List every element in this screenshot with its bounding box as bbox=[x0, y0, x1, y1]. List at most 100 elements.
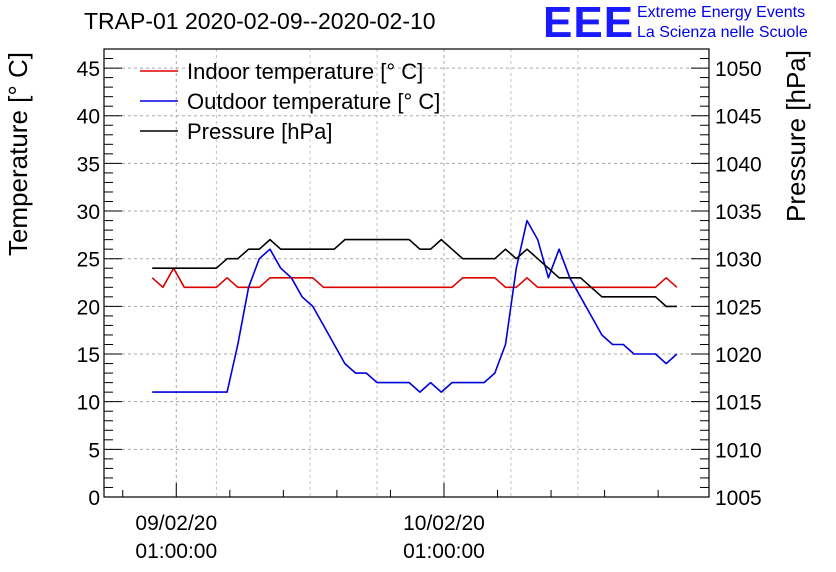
y-tick-label: 5 bbox=[88, 439, 100, 462]
data-point bbox=[184, 287, 186, 289]
data-point bbox=[462, 277, 464, 279]
data-point bbox=[451, 382, 453, 384]
data-point bbox=[655, 287, 657, 289]
plot-frame bbox=[103, 48, 710, 498]
data-point bbox=[516, 258, 518, 260]
data-point bbox=[226, 277, 228, 279]
data-point bbox=[419, 391, 421, 393]
data-point bbox=[516, 267, 518, 269]
series-line-0 bbox=[151, 267, 678, 289]
data-point bbox=[430, 248, 432, 250]
data-point bbox=[269, 277, 271, 279]
data-point bbox=[655, 353, 657, 355]
y2-tick-label: 1020 bbox=[715, 344, 762, 367]
data-point bbox=[194, 391, 196, 393]
data-point bbox=[548, 287, 550, 289]
data-point bbox=[226, 391, 228, 393]
data-point bbox=[301, 277, 303, 279]
data-point bbox=[612, 296, 614, 298]
data-point bbox=[483, 277, 485, 279]
data-point bbox=[376, 382, 378, 384]
data-point bbox=[537, 258, 539, 260]
y-tick-label: 25 bbox=[77, 249, 100, 272]
data-point bbox=[162, 391, 164, 393]
legend-label: Indoor temperature [° C] bbox=[187, 59, 423, 84]
data-point bbox=[355, 287, 357, 289]
data-point bbox=[312, 306, 314, 308]
data-point bbox=[526, 277, 528, 279]
y2-axis-title: Pressure [hPa] bbox=[781, 50, 811, 222]
data-point bbox=[505, 287, 507, 289]
tick-labels: 0510152025303540451005101010151020102510… bbox=[77, 58, 762, 563]
data-point bbox=[205, 391, 207, 393]
data-point bbox=[205, 267, 207, 269]
data-point bbox=[259, 287, 261, 289]
data-point bbox=[162, 287, 164, 289]
data-point bbox=[676, 353, 678, 355]
grid bbox=[104, 49, 709, 497]
data-point bbox=[441, 239, 443, 241]
data-point bbox=[558, 287, 560, 289]
data-point bbox=[580, 277, 582, 279]
data-point bbox=[376, 239, 378, 241]
data-point bbox=[408, 239, 410, 241]
axis-ticks bbox=[104, 48, 709, 498]
data-point bbox=[473, 258, 475, 260]
data-point bbox=[569, 287, 571, 289]
data-point bbox=[505, 344, 507, 346]
y-tick-label: 40 bbox=[77, 106, 100, 129]
data-point bbox=[301, 296, 303, 298]
data-point bbox=[655, 296, 657, 298]
data-point bbox=[387, 287, 389, 289]
data-point bbox=[644, 296, 646, 298]
data-point bbox=[398, 239, 400, 241]
chart-title: TRAP-01 2020-02-09--2020-02-10 bbox=[84, 8, 436, 34]
data-point bbox=[676, 287, 678, 289]
y-tick-label: 15 bbox=[77, 344, 100, 367]
data-point bbox=[601, 287, 603, 289]
legend-label: Outdoor temperature [° C] bbox=[187, 89, 440, 114]
data-point bbox=[184, 391, 186, 393]
data-point bbox=[280, 248, 282, 250]
data-point bbox=[483, 382, 485, 384]
data-point bbox=[151, 277, 153, 279]
data-point bbox=[633, 287, 635, 289]
data-point bbox=[665, 363, 667, 365]
data-point bbox=[248, 287, 250, 289]
y2-tick-label: 1040 bbox=[715, 153, 762, 176]
legend: Indoor temperature [° C] Outdoor temperat… bbox=[140, 59, 440, 144]
data-point bbox=[580, 296, 582, 298]
y2-tick-label: 1025 bbox=[715, 296, 762, 319]
data-point bbox=[494, 372, 496, 374]
x-tick-label-date: 09/02/20 bbox=[135, 512, 217, 535]
data-point bbox=[216, 391, 218, 393]
y2-tick-label: 1045 bbox=[715, 106, 762, 129]
data-point bbox=[355, 372, 357, 374]
data-point bbox=[537, 239, 539, 241]
data-point bbox=[494, 277, 496, 279]
data-point bbox=[441, 391, 443, 393]
y-tick-label: 45 bbox=[77, 58, 100, 81]
data-point bbox=[623, 287, 625, 289]
x-tick-label-time: 01:00:00 bbox=[135, 540, 217, 563]
y-axis-title: Temperature [° C] bbox=[3, 52, 33, 256]
data-point bbox=[601, 296, 603, 298]
data-point bbox=[590, 287, 592, 289]
data-point bbox=[366, 239, 368, 241]
data-point bbox=[558, 277, 560, 279]
data-point bbox=[451, 287, 453, 289]
data-point bbox=[151, 391, 153, 393]
data-point bbox=[184, 267, 186, 269]
data-point bbox=[473, 382, 475, 384]
data-point bbox=[226, 258, 228, 260]
data-point bbox=[269, 248, 271, 250]
data-point bbox=[344, 239, 346, 241]
data-point bbox=[644, 287, 646, 289]
data-point bbox=[419, 248, 421, 250]
data-point bbox=[205, 287, 207, 289]
data-point bbox=[601, 334, 603, 336]
data-point bbox=[676, 306, 678, 308]
data-point bbox=[237, 287, 239, 289]
data-point bbox=[151, 267, 153, 269]
data-point bbox=[291, 277, 293, 279]
